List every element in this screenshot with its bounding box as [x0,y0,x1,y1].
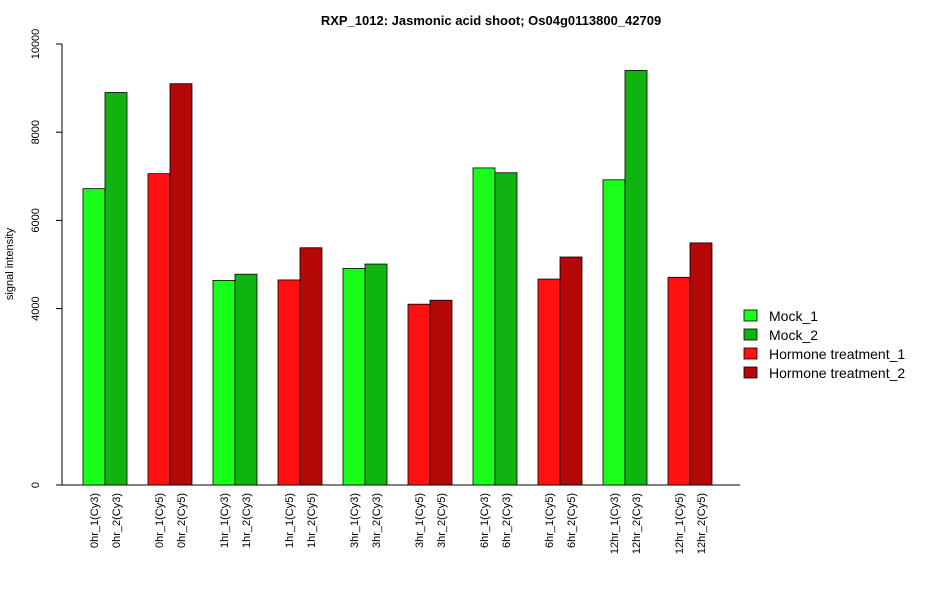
x-tick-label: 6hr_1(Cy3) [479,493,491,548]
y-tick-label: 4000 [30,296,42,320]
bar [104,92,128,486]
bar [277,279,301,486]
bar [667,276,691,486]
bar [169,83,193,486]
y-tick-label: 0 [30,482,42,488]
bar [602,179,626,486]
bar [234,273,258,486]
x-tick-label: 12hr_2(Cy5) [696,493,708,554]
bar [82,188,106,486]
legend-label: Hormone treatment_2 [769,365,905,381]
bar [147,173,171,486]
bar [624,70,648,486]
bar [407,303,431,486]
bar [494,172,518,486]
legend-swatch [743,347,758,360]
legend-label: Mock_1 [769,308,818,324]
legend-swatch [743,309,758,322]
x-tick-label: 0hr_2(Cy5) [176,493,188,548]
y-tick-label: 8000 [30,120,42,144]
x-tick-label: 12hr_1(Cy5) [674,493,686,554]
chart-title: RXP_1012: Jasmonic acid shoot; Os04g0113… [321,13,661,28]
x-tick-label: 3hr_2(Cy3) [371,493,383,548]
legend-swatch [743,328,758,341]
x-tick-label: 6hr_2(Cy3) [501,493,513,548]
x-tick-label: 1hr_2(Cy3) [241,493,253,548]
y-tick-label: 6000 [30,208,42,232]
x-tick-label: 3hr_2(Cy5) [436,493,448,548]
x-tick-label: 12hr_2(Cy3) [631,493,643,554]
bar [299,247,323,486]
x-tick-label: 0hr_2(Cy3) [111,493,123,548]
y-axis-label: signal intensity [4,227,16,300]
x-tick-label: 1hr_1(Cy3) [219,493,231,548]
bar [689,242,713,486]
x-tick-label: 1hr_2(Cy5) [306,493,318,548]
x-tick-label: 6hr_1(Cy5) [544,493,556,548]
x-tick-label: 1hr_1(Cy5) [284,493,296,548]
legend-swatch [743,366,758,379]
bar [559,256,583,486]
x-tick-label: 3hr_1(Cy3) [349,493,361,548]
legend-label: Mock_2 [769,327,818,343]
bar [537,278,561,486]
bar [429,299,453,486]
bar [212,279,236,486]
x-tick-label: 0hr_1(Cy5) [154,493,166,548]
bar [364,263,388,486]
x-tick-label: 3hr_1(Cy5) [414,493,426,548]
bar [472,167,496,486]
bar [342,268,366,486]
y-tick-label: 10000 [30,29,42,60]
x-tick-label: 6hr_2(Cy5) [566,493,578,548]
x-tick-label: 0hr_1(Cy3) [89,493,101,548]
x-tick-label: 12hr_1(Cy3) [609,493,621,554]
legend-label: Hormone treatment_1 [769,346,905,362]
